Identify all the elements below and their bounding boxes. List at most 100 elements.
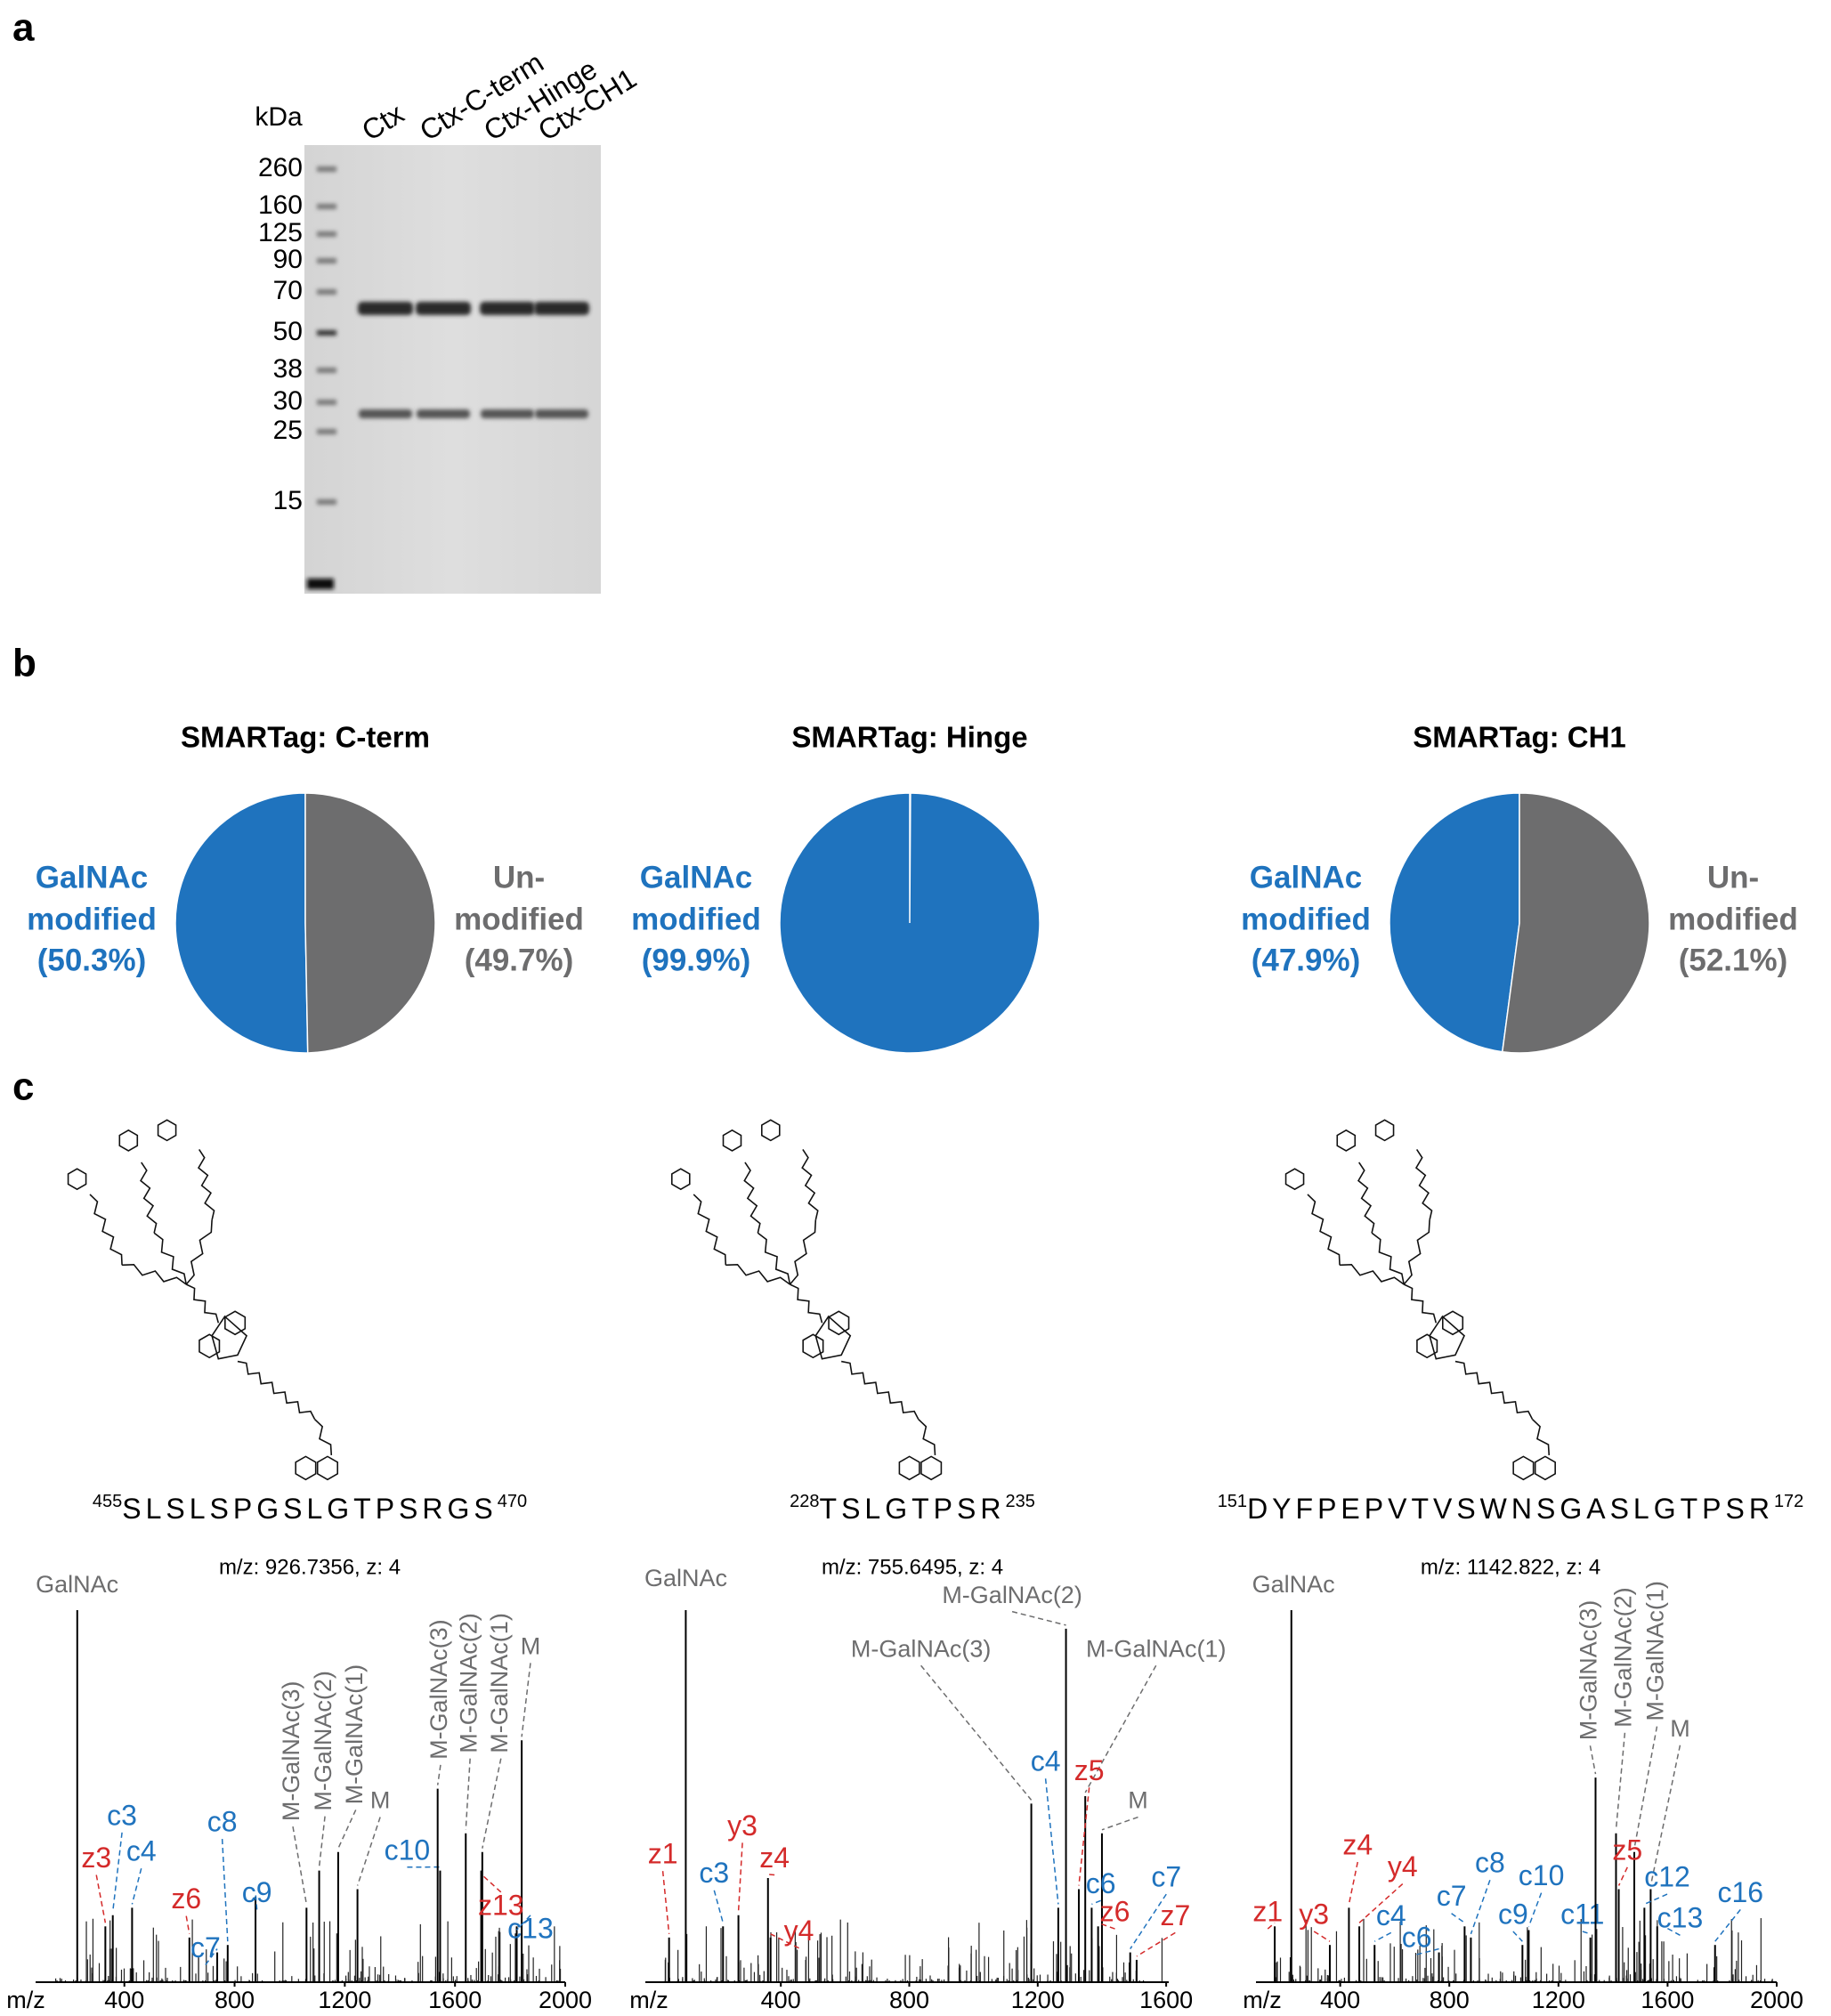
leader-line bbox=[1098, 1922, 1115, 1930]
precursor: m/z: 926.7356, z: 4 bbox=[219, 1555, 401, 1579]
bond bbox=[1357, 1162, 1375, 1234]
peak-label: c4 bbox=[1376, 1899, 1406, 1931]
bond bbox=[185, 1219, 213, 1285]
ladder-band bbox=[317, 258, 336, 263]
gel-band bbox=[417, 409, 470, 418]
x-tick-label: 400 bbox=[1320, 1987, 1360, 2013]
peak-label: z4 bbox=[1342, 1828, 1373, 1860]
bond bbox=[237, 1360, 316, 1420]
leader-line bbox=[1084, 1664, 1157, 1793]
gel-band bbox=[358, 302, 413, 315]
leader-line bbox=[465, 1758, 471, 1830]
peak-label: z1 bbox=[648, 1838, 678, 1870]
chemical-structure bbox=[67, 1119, 339, 1481]
leader-line bbox=[1512, 1931, 1523, 1942]
leader-line bbox=[255, 1892, 258, 1910]
precursor: m/z: 1142.822, z: 4 bbox=[1421, 1555, 1600, 1579]
leader-line bbox=[1358, 1883, 1404, 1923]
peak-label: M-GalNAc(3) bbox=[851, 1635, 992, 1662]
peak-label: z3 bbox=[81, 1842, 111, 1874]
leader-line bbox=[521, 1663, 531, 1737]
x-axis-label: m/z bbox=[1243, 1987, 1282, 2013]
ladder-band bbox=[317, 204, 336, 209]
bond bbox=[140, 1162, 158, 1234]
peak-label: M-GalNAc(2) bbox=[455, 1613, 482, 1753]
bond bbox=[743, 1162, 761, 1234]
x-tick-label: 1200 bbox=[1011, 1987, 1065, 2013]
ladder-band bbox=[317, 166, 336, 172]
leader-line bbox=[1649, 1745, 1681, 1886]
leader-line bbox=[1617, 1866, 1628, 1886]
x-tick-label: 2000 bbox=[1750, 1987, 1803, 2013]
marker-label: 25 bbox=[273, 416, 303, 445]
leader-line bbox=[1527, 1892, 1543, 1927]
x-tick-label: 800 bbox=[889, 1987, 929, 2013]
leader-line bbox=[1714, 1908, 1741, 1942]
pie-label: GalNAc bbox=[640, 860, 752, 895]
sequence-start: 455 bbox=[93, 1492, 122, 1511]
ring bbox=[198, 1333, 221, 1359]
leader-line bbox=[661, 1871, 670, 1934]
ring bbox=[67, 1168, 87, 1191]
pie-label: modified bbox=[27, 902, 157, 936]
pie-label: modified bbox=[454, 902, 584, 936]
leader-line bbox=[515, 1915, 531, 1931]
ring bbox=[316, 1455, 339, 1481]
peak-label: c6 bbox=[1086, 1867, 1116, 1899]
gel-band bbox=[534, 302, 589, 315]
peak-label: c7 bbox=[1437, 1880, 1467, 1912]
ring bbox=[1374, 1119, 1395, 1142]
ladder-band bbox=[317, 429, 336, 434]
peak-label: c8 bbox=[1475, 1847, 1505, 1879]
leader-line bbox=[1657, 1922, 1681, 1936]
leader-line bbox=[920, 1664, 1033, 1801]
pie-value-label: (49.7%) bbox=[465, 943, 574, 977]
marker-label: 260 bbox=[258, 153, 303, 182]
bond bbox=[185, 1283, 220, 1324]
ring bbox=[1512, 1455, 1535, 1481]
peak-label: z5 bbox=[1612, 1834, 1642, 1866]
peak-label: c3 bbox=[699, 1857, 729, 1889]
peak-label: c10 bbox=[1519, 1859, 1565, 1891]
bond bbox=[1531, 1418, 1551, 1455]
bond bbox=[1307, 1194, 1341, 1266]
leader-line bbox=[713, 1890, 724, 1923]
ring bbox=[211, 1315, 248, 1360]
chemical-structure bbox=[1284, 1119, 1556, 1481]
leader-line bbox=[111, 1832, 123, 1912]
ring bbox=[1534, 1455, 1556, 1481]
bond bbox=[790, 1283, 823, 1324]
leader-line bbox=[1582, 1931, 1591, 1935]
sequence-end: 235 bbox=[1005, 1492, 1034, 1511]
leader-line bbox=[1044, 1778, 1059, 1905]
bond bbox=[89, 1194, 123, 1266]
leader-line bbox=[1416, 1947, 1439, 1955]
panel-label: b bbox=[12, 642, 36, 685]
marker-label: 70 bbox=[273, 276, 303, 305]
pie-value-label: (99.9%) bbox=[642, 943, 751, 977]
peak-label: M bbox=[521, 1632, 541, 1659]
peak-label: c9 bbox=[1498, 1898, 1528, 1930]
bond bbox=[801, 1149, 819, 1221]
panel-label: c bbox=[12, 1065, 34, 1109]
leader-line bbox=[737, 1842, 743, 1912]
ladder-band bbox=[317, 289, 336, 295]
pie-value-label: (47.9%) bbox=[1252, 943, 1361, 977]
ring bbox=[1284, 1168, 1305, 1191]
peak-label: M-GalNAc(3) bbox=[278, 1681, 304, 1822]
pie-value-label: (52.1%) bbox=[1679, 943, 1788, 977]
lane-label: Ctx bbox=[356, 97, 409, 147]
peak-label: y3 bbox=[1299, 1898, 1329, 1930]
peak-label: c7 bbox=[190, 1931, 221, 1963]
leader-line bbox=[95, 1874, 107, 1923]
peak-label: M-GalNAc(2) bbox=[310, 1671, 336, 1811]
ring bbox=[295, 1455, 317, 1481]
x-tick-label: 2000 bbox=[539, 1987, 592, 2013]
ladder-band bbox=[317, 499, 336, 505]
marker-label: 30 bbox=[273, 386, 303, 416]
marker-label: 90 bbox=[273, 245, 303, 274]
sequence-start: 151 bbox=[1218, 1492, 1247, 1511]
peak-label: c4 bbox=[1031, 1745, 1061, 1777]
